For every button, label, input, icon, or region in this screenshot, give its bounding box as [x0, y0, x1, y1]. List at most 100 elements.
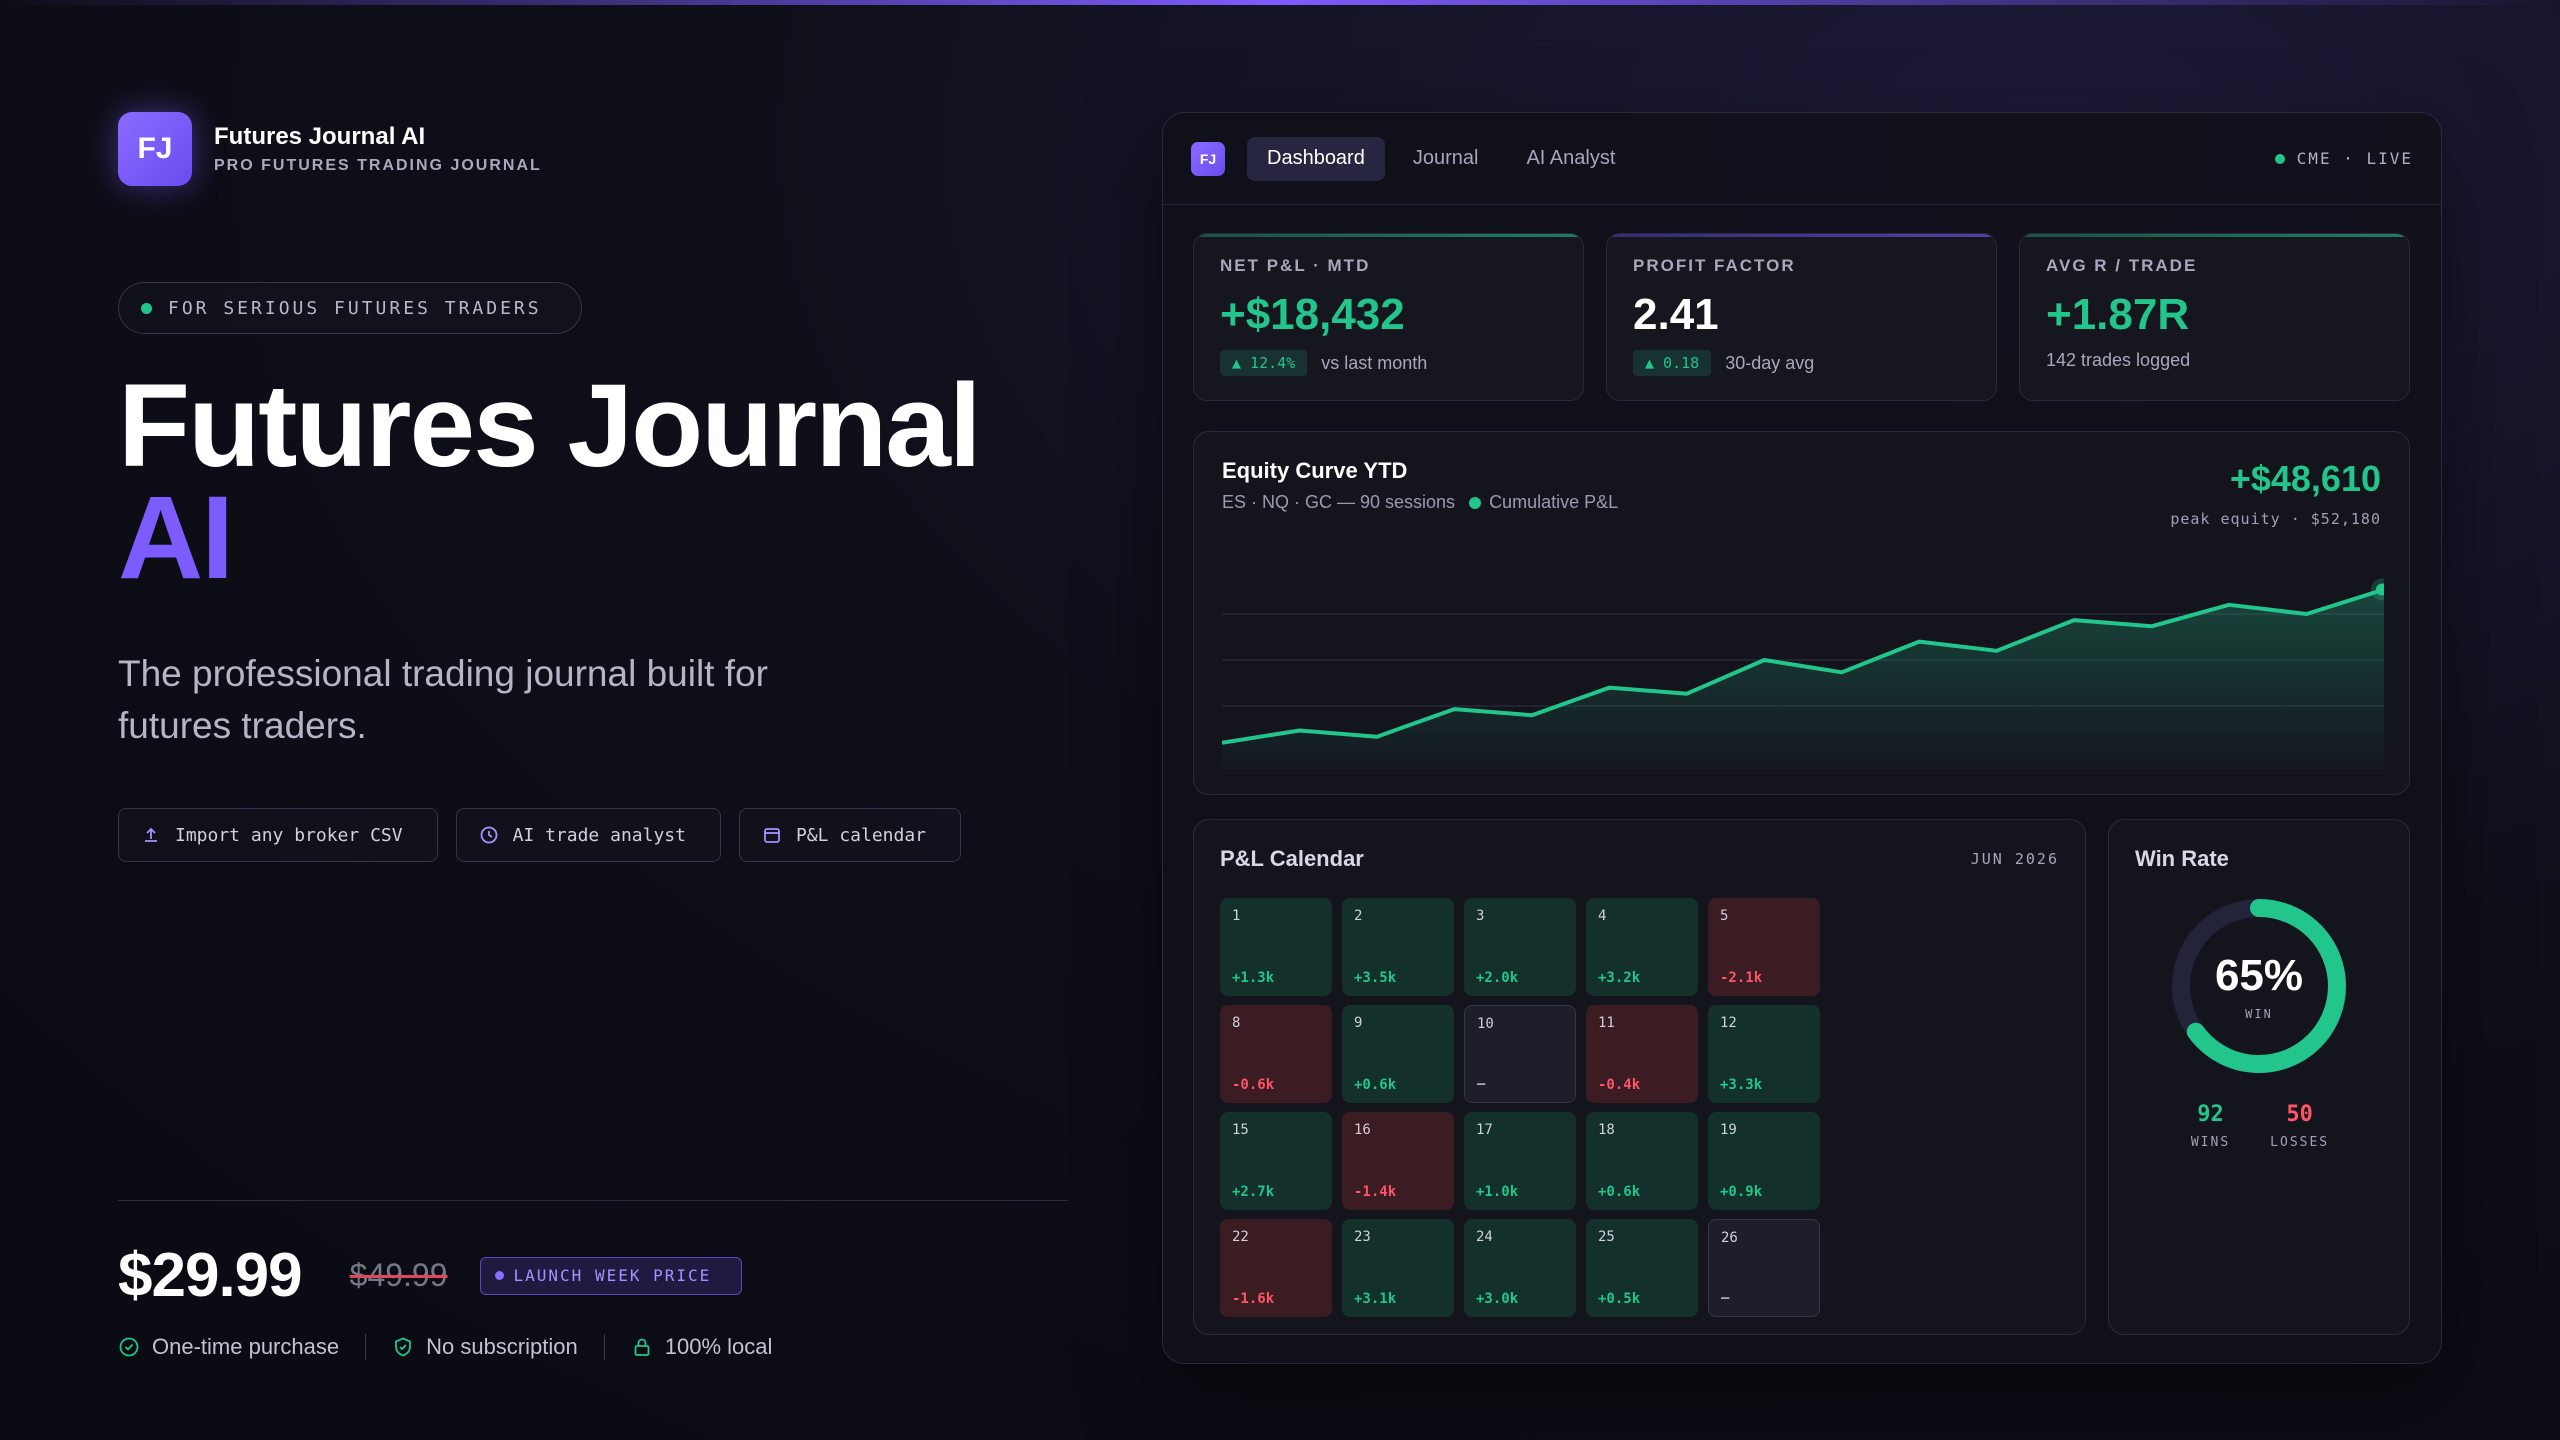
calendar-day-pnl: -0.4k [1598, 1077, 1641, 1093]
app-tabs: Dashboard Journal AI Analyst [1247, 136, 1635, 181]
calendar-day[interactable]: 15 +2.7k [1220, 1112, 1332, 1210]
kpi-change-chip: ▲ 0.18 [1633, 350, 1712, 376]
divider [118, 1200, 1068, 1201]
calendar-day-number: 17 [1476, 1122, 1493, 1138]
calendar-day-number: 18 [1598, 1122, 1615, 1138]
equity-area [1222, 589, 2384, 770]
app-window: FJ Dashboard Journal AI Analyst CME · LI… [1162, 112, 2442, 1364]
hero-title-line2: AI [118, 472, 234, 604]
guarantee-no-sub-label: No subscription [426, 1334, 578, 1359]
guarantees: One-time purchase No subscription 100% l… [118, 1334, 772, 1360]
calendar-day[interactable]: 8 -0.6k [1220, 1005, 1332, 1103]
calendar-day[interactable]: 10 – [1464, 1005, 1576, 1103]
calendar-day-number: 22 [1232, 1229, 1249, 1245]
calendar-day[interactable]: 1 +1.3k [1220, 898, 1332, 996]
calendar-day-pnl: -0.6k [1232, 1077, 1275, 1093]
hero-title-line1: Futures Journal [118, 360, 982, 492]
calendar-day-pnl: +0.6k [1354, 1077, 1397, 1093]
kpi-label: NET P&L · MTD [1220, 256, 1371, 275]
guarantee-one-time-label: One-time purchase [152, 1334, 340, 1359]
feature-list: Import any broker CSV AI trade analyst P… [118, 808, 962, 862]
calendar-day[interactable]: 22 -1.6k [1220, 1219, 1332, 1317]
app-logo: FJ [1191, 141, 1225, 176]
calendar-day-number: 12 [1720, 1015, 1737, 1031]
calendar-day[interactable]: 19 +0.9k [1708, 1112, 1820, 1210]
old-price: $49.99 [349, 1257, 448, 1293]
live-dot [2274, 153, 2285, 164]
win-rate-arc [2172, 899, 2346, 1073]
equity-curve-card: Equity Curve YTD ES · NQ · GC — 90 sessi… [1193, 431, 2410, 795]
tab-dashboard[interactable]: Dashboard [1247, 136, 1385, 181]
calendar-day-number: 15 [1232, 1122, 1249, 1138]
tab-journal[interactable]: Journal [1412, 147, 1479, 169]
guarantee-local: 100% local [631, 1334, 772, 1360]
win-rate-donut [2172, 899, 2346, 1073]
feature-import[interactable]: Import any broker CSV [118, 808, 438, 862]
tab-ai-analyst[interactable]: AI Analyst [1526, 147, 1616, 169]
calendar-day-pnl: +3.5k [1354, 970, 1397, 986]
calendar-day[interactable]: 9 +0.6k [1342, 1005, 1454, 1103]
audience-badge: FOR SERIOUS FUTURES TRADERS [118, 282, 582, 334]
losses-label: LOSSES [2270, 1135, 2330, 1150]
win-loss-stats: 92 WINS 50 LOSSES [2109, 1102, 2411, 1150]
feature-ai-analyst-label: AI trade analyst [512, 824, 686, 846]
kpi-profit-factor: PROFIT FACTOR 2.41 ▲ 0.18 30-day avg [1606, 233, 1997, 401]
calendar-day-number: 8 [1232, 1015, 1241, 1031]
top-accent-line [0, 0, 2560, 5]
calendar-month: JUN 2026 [1970, 850, 2059, 868]
calendar-day[interactable]: 17 +1.0k [1464, 1112, 1576, 1210]
guarantee-no-sub: No subscription [392, 1334, 578, 1360]
kpi-label: PROFIT FACTOR [1633, 256, 1796, 275]
hero-description: The professional trading journal built f… [118, 653, 768, 746]
calendar-day[interactable]: 2 +3.5k [1342, 898, 1454, 996]
feature-ai-analyst[interactable]: AI trade analyst [455, 808, 721, 862]
upload-icon [145, 827, 157, 842]
calendar-day[interactable]: 26 – [1708, 1219, 1820, 1317]
calendar-day-number: 2 [1354, 908, 1363, 924]
calendar-day[interactable]: 18 +0.6k [1586, 1112, 1698, 1210]
check-circle-icon [119, 1337, 139, 1357]
brand-tagline: PRO FUTURES TRADING JOURNAL [214, 157, 542, 174]
calendar-day-pnl: +0.5k [1598, 1291, 1641, 1307]
app-header: FJ Dashboard Journal AI Analyst CME · LI… [1163, 113, 2441, 205]
separator [365, 1334, 367, 1360]
calendar-day-pnl: – [1477, 1076, 1486, 1092]
legend-dot [1469, 496, 1482, 509]
feature-calendar-label: P&L calendar [795, 824, 927, 846]
feature-calendar[interactable]: P&L calendar [738, 808, 962, 862]
audience-badge-label: FOR SERIOUS FUTURES TRADERS [168, 297, 542, 319]
calendar-day[interactable]: 11 -0.4k [1586, 1005, 1698, 1103]
win-rate-title: Win Rate [2135, 846, 2229, 871]
separator [603, 1334, 605, 1360]
kpi-foot: 30-day avg [1725, 352, 1815, 373]
calendar-day-pnl: -1.4k [1354, 1184, 1397, 1200]
launch-badge: LAUNCH WEEK PRICE [479, 1256, 743, 1295]
equity-subtitle-text: ES · NQ · GC — 90 sessions [1222, 492, 1456, 512]
calendar-day-pnl: – [1721, 1290, 1730, 1306]
guarantee-one-time: One-time purchase [118, 1334, 339, 1360]
calendar-icon [764, 828, 780, 843]
equity-peak: peak equity · $52,180 [2170, 510, 2381, 528]
calendar-day-number: 1 [1232, 908, 1241, 924]
calendar-day[interactable]: 24 +3.0k [1464, 1219, 1576, 1317]
calendar-day-pnl: +2.0k [1476, 970, 1519, 986]
calendar-day[interactable]: 12 +3.3k [1708, 1005, 1820, 1103]
brand-logo: FJ [118, 112, 192, 186]
equity-subtitle: ES · NQ · GC — 90 sessions Cumulative P&… [1222, 492, 2381, 513]
calendar-day[interactable]: 5 -2.1k [1708, 898, 1820, 996]
lock-icon [634, 1338, 650, 1356]
price: $29.99 [118, 1241, 303, 1310]
calendar-day-pnl: +2.7k [1232, 1184, 1275, 1200]
kpi-row: NET P&L · MTD +$18,432 ▲ 12.4% vs last m… [1193, 233, 2410, 401]
kpi-value: 2.41 [1633, 290, 1719, 339]
shield-check-icon [395, 1337, 411, 1357]
calendar-day[interactable]: 4 +3.2k [1586, 898, 1698, 996]
calendar-day[interactable]: 25 +0.5k [1586, 1219, 1698, 1317]
calendar-day-number: 26 [1721, 1230, 1738, 1246]
calendar-day[interactable]: 23 +3.1k [1342, 1219, 1454, 1317]
kpi-avg-r: AVG R / TRADE +1.87R 142 trades logged [2019, 233, 2410, 401]
calendar-day-pnl: +0.6k [1598, 1184, 1641, 1200]
calendar-day[interactable]: 3 +2.0k [1464, 898, 1576, 996]
calendar-day-number: 16 [1354, 1122, 1371, 1138]
calendar-day[interactable]: 16 -1.4k [1342, 1112, 1454, 1210]
